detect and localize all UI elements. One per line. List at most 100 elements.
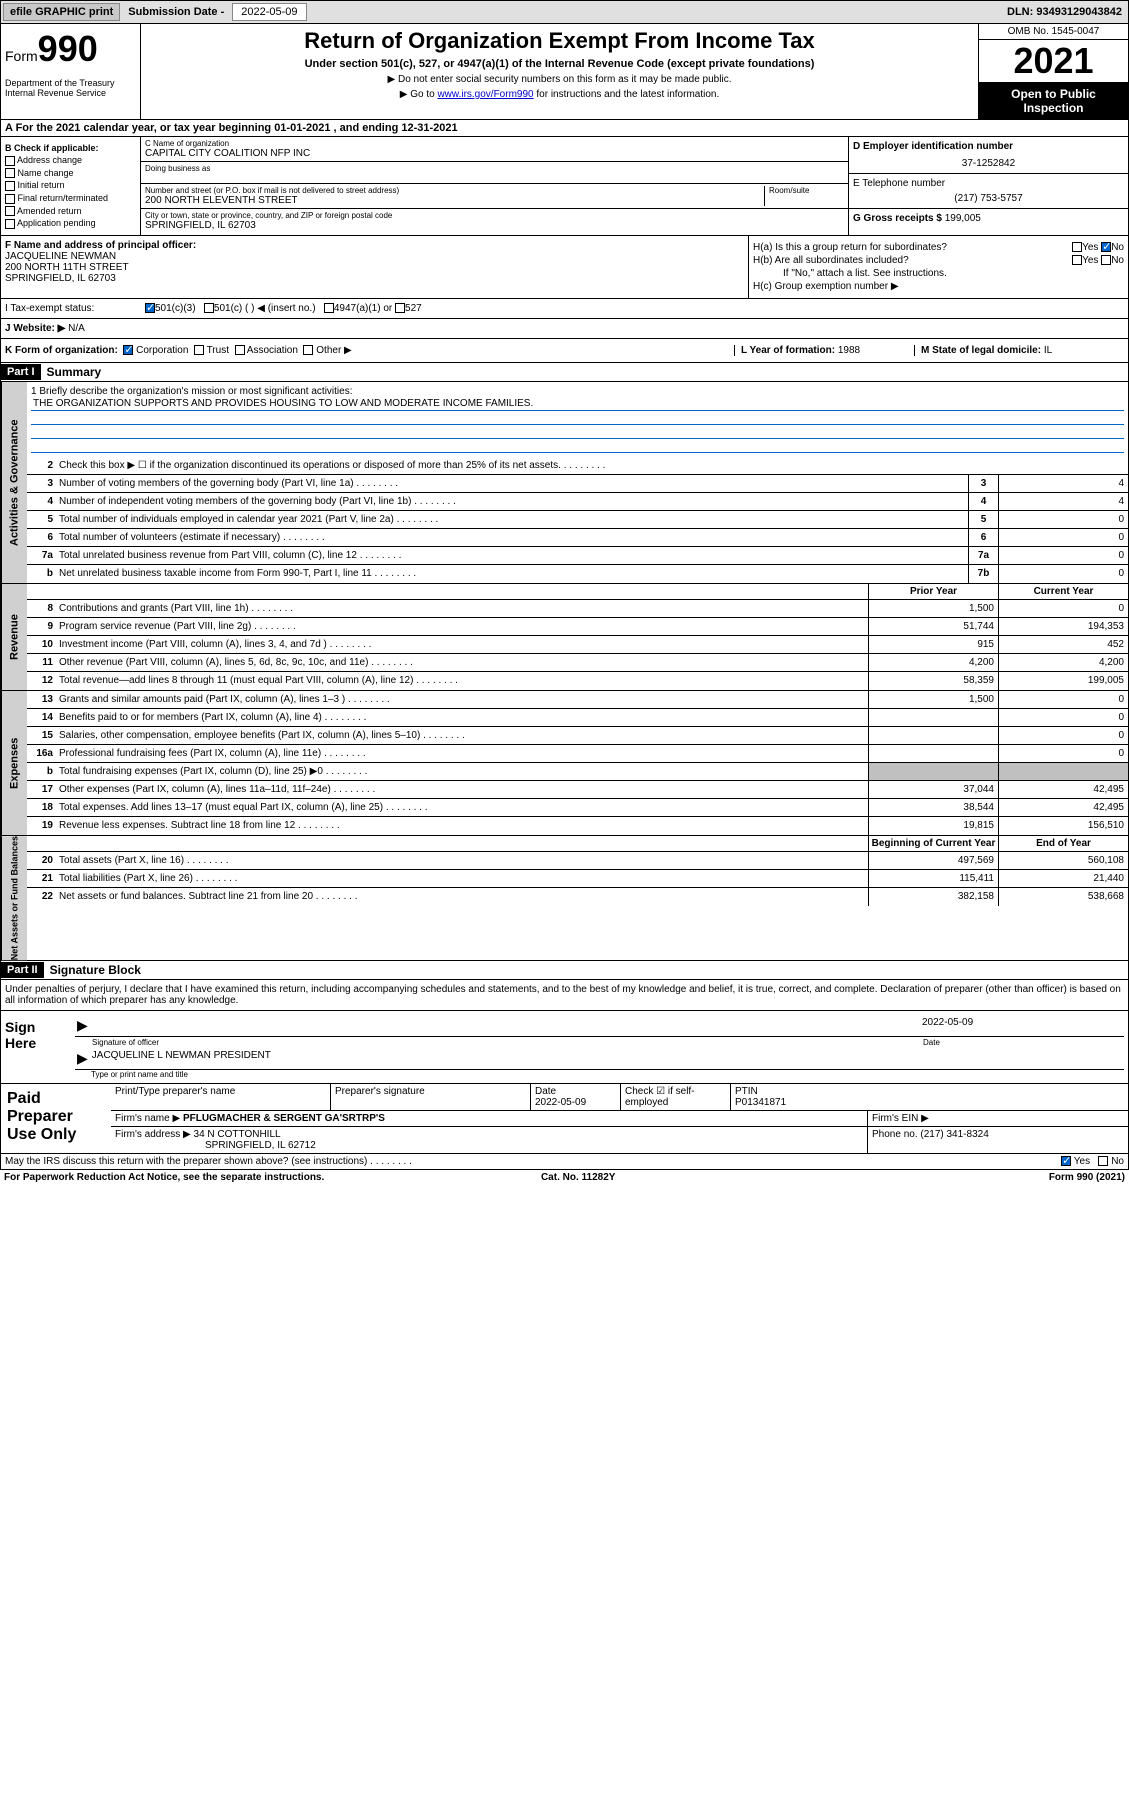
top-toolbar: efile GRAPHIC print Submission Date - 20… — [0, 0, 1129, 24]
summary-row: 17Other expenses (Part IX, column (A), l… — [27, 781, 1128, 799]
summary-row: 22Net assets or fund balances. Subtract … — [27, 888, 1128, 906]
officer-addr2: SPRINGFIELD, IL 62703 — [5, 273, 744, 284]
chk-name-change[interactable]: Name change — [5, 168, 136, 179]
discuss-row: May the IRS discuss this return with the… — [0, 1154, 1129, 1170]
paperwork-notice: For Paperwork Reduction Act Notice, see … — [4, 1172, 324, 1183]
sig-date: 2022-05-09 — [922, 1017, 1122, 1034]
phone-label: E Telephone number — [853, 178, 1124, 189]
instruction-1: ▶ Do not enter social security numbers o… — [145, 74, 974, 85]
efile-print-button[interactable]: efile GRAPHIC print — [3, 3, 120, 21]
chk-application-pending[interactable]: Application pending — [5, 218, 136, 229]
submission-date-value: 2022-05-09 — [232, 3, 306, 21]
part2-header: Part II Signature Block — [0, 961, 1129, 980]
col-current-year: Current Year — [998, 584, 1128, 599]
submission-date-label: Submission Date - — [122, 4, 230, 20]
col-c-org-info: C Name of organizationCAPITAL CITY COALI… — [141, 137, 848, 235]
chk-initial-return[interactable]: Initial return — [5, 180, 136, 191]
summary-row: 7aTotal unrelated business revenue from … — [27, 547, 1128, 565]
sidelabel-revenue: Revenue — [1, 584, 27, 690]
phone-value: (217) 753-5757 — [853, 193, 1124, 204]
sign-here-label: Sign Here — [1, 1011, 71, 1083]
row-a-tax-year: A For the 2021 calendar year, or tax yea… — [0, 120, 1129, 137]
summary-row: 4Number of independent voting members of… — [27, 493, 1128, 511]
officer-addr1: 200 NORTH 11TH STREET — [5, 262, 744, 273]
firm-phone: (217) 341-8324 — [920, 1129, 988, 1140]
expenses-section: Expenses 13Grants and similar amounts pa… — [0, 691, 1129, 836]
sidelabel-netassets: Net Assets or Fund Balances — [1, 836, 27, 960]
tax-year: 2021 — [979, 40, 1128, 83]
ptin-value: P01341871 — [735, 1097, 786, 1108]
signature-intro: Under penalties of perjury, I declare th… — [0, 980, 1129, 1011]
summary-row: 14Benefits paid to or for members (Part … — [27, 709, 1128, 727]
summary-row: 20Total assets (Part X, line 16)497,5695… — [27, 852, 1128, 870]
summary-row: 11Other revenue (Part VIII, column (A), … — [27, 654, 1128, 672]
street-address: 200 NORTH ELEVENTH STREET — [145, 195, 764, 206]
ein-value: 37-1252842 — [853, 158, 1124, 169]
preparer-block: Paid Preparer Use Only Print/Type prepar… — [0, 1084, 1129, 1154]
form-prefix: Form — [5, 48, 38, 64]
row-k-form-org: K Form of organization: Corporation Trus… — [0, 339, 1129, 363]
header-right-block: OMB No. 1545-0047 2021 Open to Public In… — [978, 24, 1128, 119]
mission-text: THE ORGANIZATION SUPPORTS AND PROVIDES H… — [31, 397, 1124, 411]
summary-row: 2Check this box ▶ ☐ if the organization … — [27, 457, 1128, 475]
firm-addr2: SPRINGFIELD, IL 62712 — [115, 1140, 316, 1151]
form-ref: Form 990 (2021) — [1049, 1172, 1125, 1183]
col-d-e-g: D Employer identification number37-12528… — [848, 137, 1128, 235]
summary-row: bNet unrelated business taxable income f… — [27, 565, 1128, 583]
chk-amended[interactable]: Amended return — [5, 206, 136, 217]
chk-address-change[interactable]: Address change — [5, 155, 136, 166]
form-number: 990 — [38, 28, 98, 69]
dba-label: Doing business as — [145, 164, 844, 173]
firm-addr1: 34 N COTTONHILL — [194, 1129, 281, 1140]
col-prior-year: Prior Year — [868, 584, 998, 599]
chk-501c[interactable] — [204, 303, 214, 313]
sidelabel-expenses: Expenses — [1, 691, 27, 835]
block-f-h: F Name and address of principal officer:… — [0, 236, 1129, 299]
row-j-website: J Website: ▶ N/A — [0, 319, 1129, 339]
governance-section: Activities & Governance 1 Briefly descri… — [0, 382, 1129, 584]
sidelabel-governance: Activities & Governance — [1, 382, 27, 583]
summary-row: 6Total number of volunteers (estimate if… — [27, 529, 1128, 547]
col-end-year: End of Year — [998, 836, 1128, 851]
state-domicile: IL — [1044, 345, 1052, 356]
col-f-officer: F Name and address of principal officer:… — [1, 236, 748, 298]
chk-527[interactable] — [395, 303, 405, 313]
chk-corporation[interactable] — [123, 345, 133, 355]
summary-row: 19Revenue less expenses. Subtract line 1… — [27, 817, 1128, 835]
chk-discuss-no[interactable] — [1098, 1156, 1108, 1166]
firm-name: PFLUGMACHER & SERGENT GA'SRTRP'S — [183, 1113, 385, 1124]
omb-number: OMB No. 1545-0047 — [979, 24, 1128, 40]
signature-block: Sign Here ▶2022-05-09 Signature of offic… — [0, 1011, 1129, 1084]
revenue-section: Revenue Prior YearCurrent Year 8Contribu… — [0, 584, 1129, 691]
block-b-c-d: B Check if applicable: Address change Na… — [0, 137, 1129, 236]
summary-row: 21Total liabilities (Part X, line 26)115… — [27, 870, 1128, 888]
chk-association[interactable] — [235, 345, 245, 355]
form-header: Form990 Department of the Treasury Inter… — [0, 24, 1129, 120]
summary-row: 5Total number of individuals employed in… — [27, 511, 1128, 529]
summary-row: 8Contributions and grants (Part VIII, li… — [27, 600, 1128, 618]
chk-trust[interactable] — [194, 345, 204, 355]
org-name-label: C Name of organization — [145, 139, 844, 148]
city-label: City or town, state or province, country… — [145, 211, 844, 220]
summary-row: 10Investment income (Part VIII, column (… — [27, 636, 1128, 654]
paid-preparer-label: Paid Preparer Use Only — [1, 1084, 111, 1153]
summary-row: 18Total expenses. Add lines 13–17 (must … — [27, 799, 1128, 817]
netassets-section: Net Assets or Fund Balances Beginning of… — [0, 836, 1129, 961]
prep-date: 2022-05-09 — [535, 1097, 586, 1108]
irs-link[interactable]: www.irs.gov/Form990 — [437, 89, 533, 100]
chk-4947[interactable] — [324, 303, 334, 313]
chk-501c3[interactable] — [145, 303, 155, 313]
gross-receipts-value: 199,005 — [945, 213, 981, 224]
chk-other[interactable] — [303, 345, 313, 355]
summary-row: 13Grants and similar amounts paid (Part … — [27, 691, 1128, 709]
summary-row: 12Total revenue—add lines 8 through 11 (… — [27, 672, 1128, 690]
addr-label: Number and street (or P.O. box if mail i… — [145, 186, 764, 195]
chk-discuss-yes[interactable] — [1061, 1156, 1071, 1166]
row-i-tax-status: I Tax-exempt status: 501(c)(3) 501(c) ( … — [0, 299, 1129, 319]
summary-row: 15Salaries, other compensation, employee… — [27, 727, 1128, 745]
instruction-2: ▶ Go to www.irs.gov/Form990 for instruct… — [145, 89, 974, 100]
col-b-checkboxes: B Check if applicable: Address change Na… — [1, 137, 141, 235]
chk-final-return[interactable]: Final return/terminated — [5, 193, 136, 204]
form-subtitle: Under section 501(c), 527, or 4947(a)(1)… — [145, 58, 974, 70]
city-state-zip: SPRINGFIELD, IL 62703 — [145, 220, 844, 231]
